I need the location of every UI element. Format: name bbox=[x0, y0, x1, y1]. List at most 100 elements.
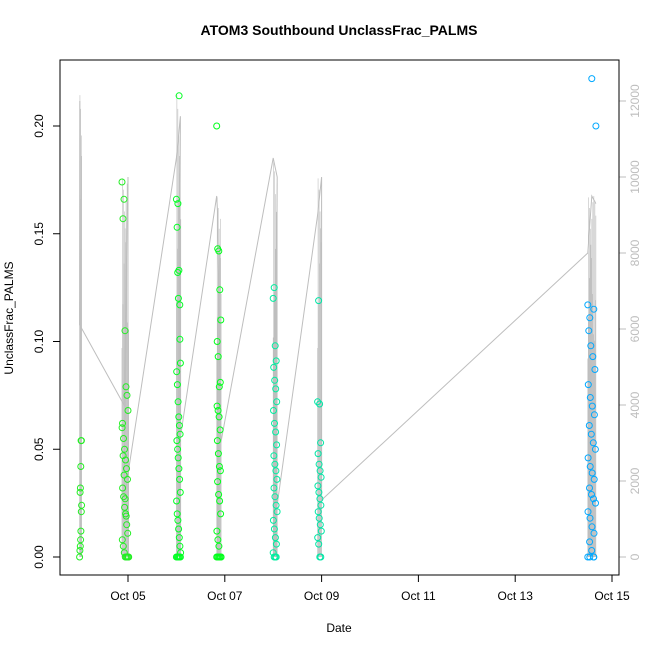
data-point bbox=[317, 553, 325, 561]
data-point bbox=[272, 540, 280, 548]
data-point bbox=[214, 407, 222, 414]
x-tick-label: Oct 13 bbox=[498, 589, 534, 603]
data-point bbox=[272, 428, 280, 436]
data-point bbox=[176, 553, 184, 561]
data-point bbox=[213, 527, 221, 535]
data-point bbox=[592, 122, 600, 130]
data-point bbox=[176, 542, 184, 550]
data-point bbox=[217, 316, 225, 324]
data-point bbox=[124, 407, 132, 414]
data-point bbox=[173, 223, 181, 231]
data-point bbox=[316, 400, 324, 408]
data-point bbox=[272, 385, 280, 393]
data-point bbox=[216, 426, 224, 434]
x-tick-label: Oct 07 bbox=[207, 589, 243, 603]
data-point bbox=[217, 510, 225, 518]
altitude-line bbox=[79, 100, 597, 520]
data-point bbox=[269, 516, 277, 524]
data-point bbox=[316, 521, 324, 529]
data-point bbox=[119, 542, 127, 550]
data-point bbox=[213, 122, 221, 130]
data-point bbox=[271, 534, 279, 542]
data-point bbox=[315, 297, 323, 305]
data-point bbox=[585, 422, 593, 429]
data-point bbox=[587, 430, 595, 438]
data-point bbox=[317, 527, 325, 535]
data-point bbox=[314, 450, 322, 458]
data-point bbox=[270, 407, 277, 414]
data-point bbox=[588, 75, 596, 83]
data-point bbox=[315, 540, 323, 548]
data-point bbox=[123, 465, 130, 473]
data-point bbox=[125, 553, 133, 561]
y2-tick-label: 6000 bbox=[628, 315, 642, 342]
data-point bbox=[77, 437, 85, 445]
data-point bbox=[175, 465, 183, 473]
data-point bbox=[174, 294, 182, 302]
data-point bbox=[119, 452, 127, 460]
data-point bbox=[316, 467, 324, 475]
data-point bbox=[316, 495, 324, 503]
data-point bbox=[584, 381, 592, 389]
data-point bbox=[216, 286, 224, 294]
data-point bbox=[175, 266, 183, 274]
data-point bbox=[270, 452, 278, 460]
data-point bbox=[215, 413, 223, 421]
data-point bbox=[584, 454, 592, 462]
data-point bbox=[590, 529, 598, 537]
data-point bbox=[216, 378, 224, 386]
data-point bbox=[317, 473, 325, 481]
data-point bbox=[592, 499, 599, 507]
data-point bbox=[176, 335, 184, 343]
data-point bbox=[315, 488, 323, 496]
data-point bbox=[314, 482, 322, 490]
data-point bbox=[124, 529, 132, 537]
data-point bbox=[121, 503, 129, 511]
data-point bbox=[591, 445, 599, 453]
data-point bbox=[314, 508, 322, 516]
data-point bbox=[174, 454, 182, 462]
data-point bbox=[175, 413, 183, 421]
data-point bbox=[584, 508, 592, 516]
y2-tick-label: 8000 bbox=[628, 239, 642, 266]
data-point bbox=[174, 445, 182, 453]
data-point bbox=[176, 488, 184, 496]
data-point bbox=[122, 512, 130, 520]
data-point bbox=[590, 305, 598, 313]
data-point bbox=[215, 383, 223, 391]
data-point bbox=[272, 357, 280, 365]
data-point bbox=[120, 471, 128, 479]
data-point bbox=[272, 501, 280, 509]
data-point bbox=[588, 547, 596, 554]
data-point bbox=[118, 178, 126, 186]
data-point bbox=[120, 195, 128, 203]
data-point bbox=[172, 195, 180, 203]
x-tick-label: Oct 11 bbox=[401, 589, 436, 603]
data-point bbox=[588, 491, 595, 498]
data-point bbox=[273, 475, 281, 483]
data-point bbox=[76, 547, 84, 554]
data-point bbox=[124, 475, 131, 483]
data-point bbox=[215, 463, 223, 470]
data-point bbox=[272, 467, 280, 475]
y2-tick-label: 12000 bbox=[628, 84, 642, 118]
data-point bbox=[119, 484, 127, 492]
data-point bbox=[590, 495, 597, 503]
y2-tick-label: 4000 bbox=[628, 391, 642, 418]
data-point bbox=[118, 424, 126, 432]
y2-tick-label: 0 bbox=[628, 553, 642, 560]
data-point bbox=[584, 301, 592, 309]
data-point bbox=[215, 542, 223, 550]
data-point bbox=[590, 411, 598, 419]
data-point bbox=[589, 353, 597, 361]
data-point bbox=[272, 553, 280, 561]
chart-title: ATOM3 Southbound UnclassFrac_PALMS bbox=[201, 22, 478, 38]
data-point bbox=[121, 495, 129, 503]
data-point bbox=[314, 534, 322, 542]
data-point bbox=[590, 475, 598, 483]
data-point bbox=[585, 327, 593, 335]
data-point bbox=[175, 525, 183, 533]
data-point bbox=[173, 510, 181, 518]
data-point bbox=[270, 484, 278, 492]
data-point bbox=[175, 534, 183, 542]
